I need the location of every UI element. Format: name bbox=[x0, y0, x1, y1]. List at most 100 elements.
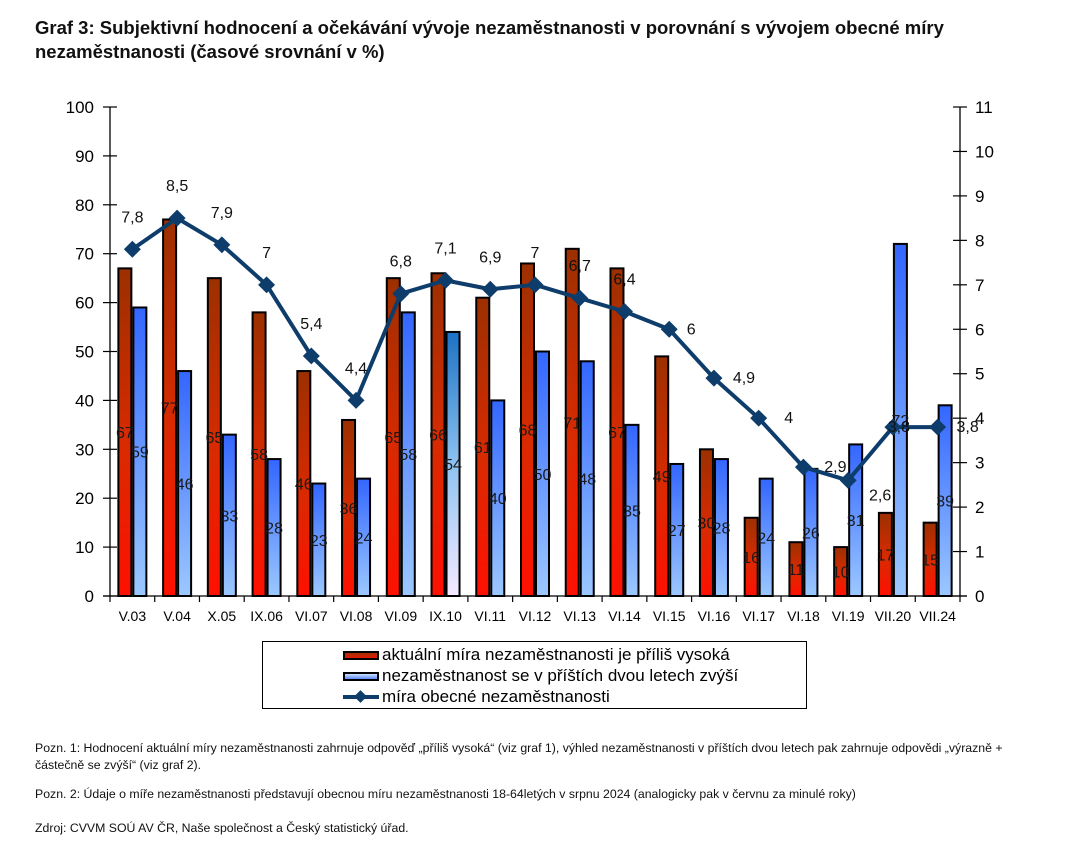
source-note: Zdroj: CVVM SOÚ AV ČR, Naše společnost a… bbox=[35, 821, 409, 835]
y-right-tick-label: 5 bbox=[975, 365, 984, 384]
x-tick-label: VI.08 bbox=[340, 608, 373, 624]
line-marker-diamond bbox=[392, 285, 410, 303]
bar-current-rate bbox=[296, 370, 312, 597]
bar-data-label: 46 bbox=[176, 477, 194, 494]
bar-data-label: 58 bbox=[250, 447, 268, 464]
y-left-tick-label: 70 bbox=[75, 245, 94, 264]
bar-data-label: 35 bbox=[623, 503, 641, 520]
x-tick-label: VI.18 bbox=[787, 608, 820, 624]
bar-data-label: 59 bbox=[131, 445, 149, 462]
bar-data-label: 30 bbox=[698, 516, 716, 533]
bar-current-rate bbox=[251, 311, 267, 597]
bar-expected-increase bbox=[177, 370, 193, 597]
bar-data-label: 24 bbox=[355, 530, 373, 547]
legend-swatch-blue bbox=[343, 671, 379, 681]
bar-data-label: 66 bbox=[429, 428, 447, 445]
x-tick-label: VI.19 bbox=[832, 608, 865, 624]
y-right-tick-label: 3 bbox=[975, 454, 984, 473]
bar-current-rate bbox=[877, 511, 893, 597]
bar-data-label: 65 bbox=[205, 430, 223, 447]
y-right-tick-label: 7 bbox=[975, 276, 984, 295]
legend-line-diamond-icon bbox=[343, 690, 379, 704]
line-data-label: 6,8 bbox=[390, 254, 412, 271]
bar-expected-increase bbox=[713, 458, 729, 597]
bar-expected-increase bbox=[579, 360, 595, 597]
chart-legend: aktuální míra nezaměstnanosti je příliš … bbox=[262, 641, 807, 709]
legend-swatch-red bbox=[343, 650, 379, 660]
line-data-label: 7,9 bbox=[211, 205, 233, 222]
bar-data-label: 68 bbox=[519, 423, 537, 440]
bar-current-rate bbox=[609, 267, 625, 597]
bar-current-rate bbox=[341, 418, 357, 597]
bar-current-rate bbox=[654, 355, 670, 598]
legend-item-unemployment-rate: míra obecné nezaměstnanosti bbox=[343, 686, 610, 708]
legend-label: aktuální míra nezaměstnanosti je příliš … bbox=[382, 645, 730, 664]
x-tick-label: IX.10 bbox=[429, 608, 462, 624]
bar-data-label: 40 bbox=[489, 491, 507, 508]
line-data-label: 8,5 bbox=[166, 178, 188, 195]
line-marker-diamond bbox=[615, 303, 633, 320]
x-tick-label: VII.24 bbox=[919, 608, 956, 624]
line-marker-diamond bbox=[437, 271, 455, 289]
x-tick-label: VI.17 bbox=[742, 608, 775, 624]
line-marker-diamond bbox=[705, 369, 723, 387]
line-marker-diamond bbox=[481, 280, 499, 298]
x-tick-label: VI.13 bbox=[563, 608, 596, 624]
bar-data-label: 33 bbox=[220, 508, 238, 525]
legend-item-expected-increase: nezaměstnanost se v příštích dvou letech… bbox=[343, 665, 738, 687]
legend-label: nezaměstnanost se v příštích dvou letech… bbox=[382, 666, 739, 685]
line-data-label: 6 bbox=[687, 321, 696, 338]
bar-current-rate bbox=[117, 267, 133, 597]
line-marker-diamond bbox=[258, 276, 276, 294]
bar-data-label: 31 bbox=[847, 513, 865, 530]
line-marker-diamond bbox=[526, 276, 544, 294]
bar-expected-increase bbox=[535, 350, 550, 597]
bar-data-label: 36 bbox=[340, 501, 358, 518]
bar-data-label: 26 bbox=[802, 525, 820, 542]
bar-data-label: 61 bbox=[474, 440, 492, 457]
bar-data-label: 17 bbox=[876, 547, 894, 564]
line-data-label: 5,4 bbox=[300, 316, 322, 333]
bar-current-rate bbox=[788, 541, 804, 598]
line-marker-diamond bbox=[750, 409, 768, 427]
bar-current-rate bbox=[206, 277, 222, 597]
line-data-label: 3,8 bbox=[888, 419, 910, 436]
bar-current-rate bbox=[520, 262, 535, 597]
bar-data-label: 28 bbox=[265, 521, 283, 538]
line-data-label: 7,8 bbox=[121, 209, 143, 226]
bar-expected-increase bbox=[221, 433, 237, 597]
line-marker-diamond bbox=[302, 347, 320, 365]
chart-title: Graf 3: Subjektivní hodnocení a očekáván… bbox=[35, 17, 944, 62]
bar-data-label: 67 bbox=[116, 425, 134, 442]
bar-current-rate bbox=[430, 272, 446, 597]
y-left-tick-label: 80 bbox=[75, 196, 94, 215]
bar-data-label: 16 bbox=[742, 550, 760, 567]
y-left-tick-label: 40 bbox=[75, 391, 94, 410]
bar-current-rate bbox=[833, 546, 849, 597]
y-left-tick-label: 90 bbox=[75, 147, 94, 166]
bar-expected-increase bbox=[132, 306, 148, 597]
bar-data-label: 67 bbox=[608, 425, 626, 442]
x-tick-label: X.05 bbox=[207, 608, 236, 624]
bar-expected-increase bbox=[490, 399, 506, 597]
bar-expected-increase bbox=[624, 423, 640, 597]
line-marker-diamond bbox=[929, 418, 947, 436]
y-left-tick-label: 100 bbox=[66, 98, 94, 117]
line-data-label: 7 bbox=[262, 245, 271, 262]
line-marker-diamond bbox=[168, 209, 186, 227]
x-tick-label: VII.20 bbox=[875, 608, 912, 624]
bar-data-label: 65 bbox=[384, 430, 402, 447]
bar-current-rate bbox=[385, 277, 401, 597]
note-1: Pozn. 1: Hodnocení aktuální míry nezaměs… bbox=[35, 741, 1003, 772]
bar-current-rate bbox=[922, 521, 938, 598]
bar-data-label: 48 bbox=[578, 472, 596, 489]
y-left-tick-label: 20 bbox=[75, 489, 94, 508]
bar-expected-increase bbox=[445, 330, 461, 597]
legend-item-current-rate: aktuální míra nezaměstnanosti je příliš … bbox=[343, 644, 730, 666]
x-tick-label: VI.12 bbox=[519, 608, 552, 624]
y-left-tick-label: 50 bbox=[75, 343, 94, 362]
bar-data-label: 10 bbox=[832, 565, 850, 582]
x-tick-label: VI.16 bbox=[698, 608, 731, 624]
line-marker-diamond bbox=[794, 458, 812, 476]
bar-data-label: 23 bbox=[310, 533, 328, 550]
